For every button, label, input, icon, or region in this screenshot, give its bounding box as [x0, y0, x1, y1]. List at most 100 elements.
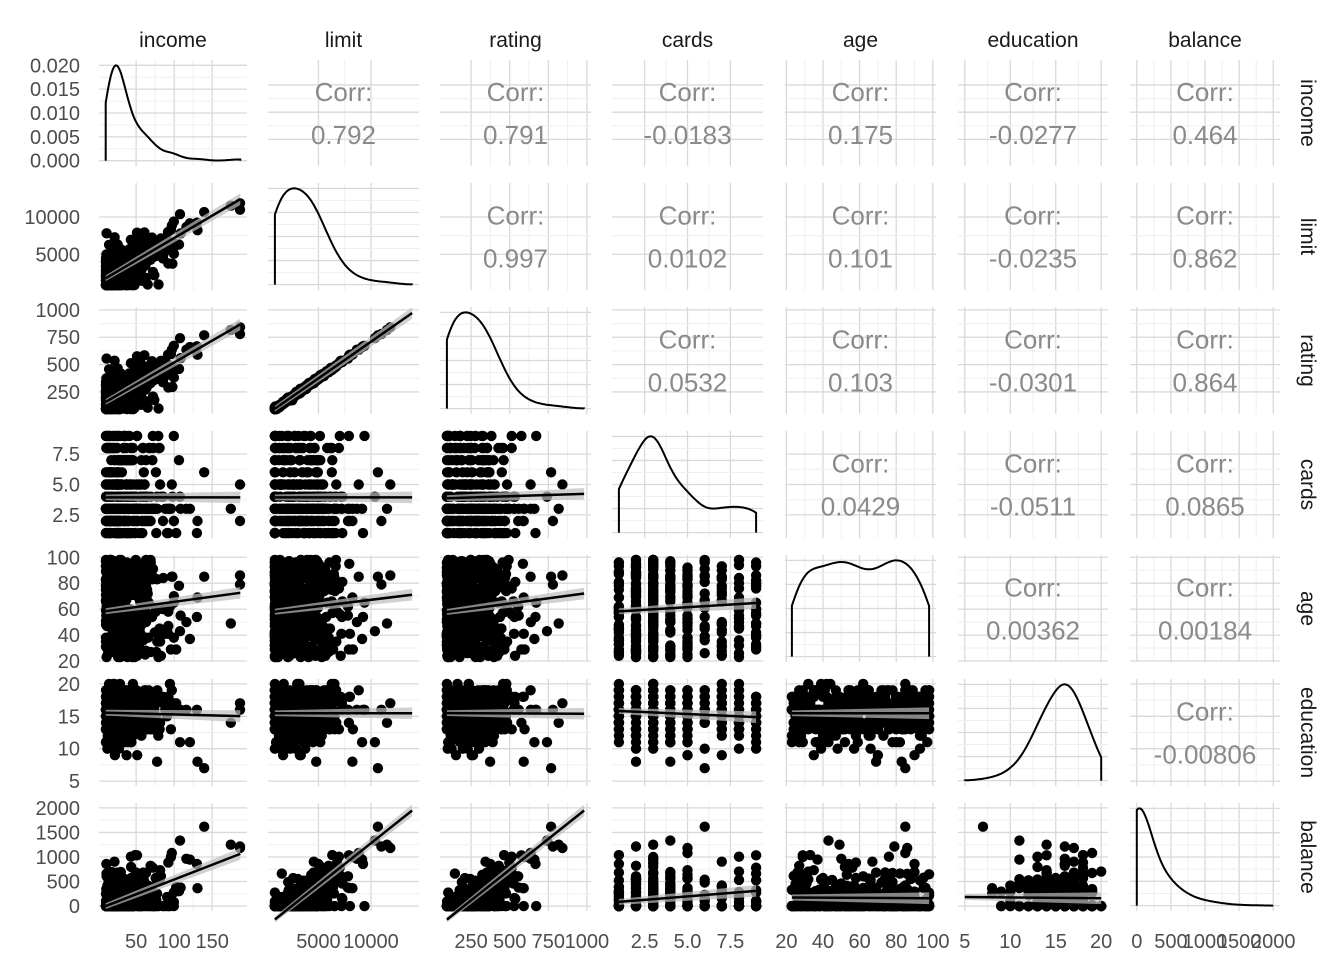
panel-cards-income	[99, 430, 247, 539]
corr-label: Corr:	[1176, 449, 1234, 479]
data-point	[541, 626, 553, 637]
regression-line	[274, 311, 413, 410]
data-point	[297, 442, 309, 454]
data-point	[298, 648, 309, 659]
data-point	[100, 596, 112, 607]
data-point	[147, 609, 158, 620]
data-point	[150, 467, 162, 478]
data-point	[501, 561, 512, 572]
data-point	[312, 455, 323, 466]
data-point	[442, 620, 454, 632]
data-point	[288, 503, 299, 514]
panel-income-cards: Corr:-0.0183	[612, 60, 763, 166]
data-point	[750, 561, 762, 572]
data-point	[269, 631, 281, 642]
data-point	[112, 247, 123, 259]
data-point	[516, 430, 527, 442]
data-point	[344, 558, 355, 569]
panel-income-education: Corr:-0.0277	[958, 60, 1108, 166]
data-point	[103, 239, 115, 250]
corr-value: 0.00184	[1158, 616, 1252, 646]
density-curve-limit	[273, 187, 414, 286]
corr-value: -0.0301	[989, 368, 1077, 398]
data-point	[181, 503, 192, 514]
data-point	[465, 623, 476, 634]
data-point	[376, 515, 387, 527]
data-point	[699, 635, 710, 646]
data-point	[284, 467, 296, 478]
data-point	[270, 467, 281, 478]
panel-income-rating: Corr:0.791	[440, 60, 591, 166]
data-point	[483, 503, 494, 514]
data-point	[699, 648, 710, 659]
panel-rating-education: Corr: -0.0301	[958, 307, 1108, 414]
data-point	[682, 651, 693, 663]
data-point	[347, 515, 358, 527]
data-point	[100, 724, 112, 735]
data-point	[441, 631, 453, 642]
data-point	[136, 455, 147, 466]
data-point	[441, 594, 453, 606]
data-point	[333, 442, 345, 454]
data-point	[151, 756, 163, 767]
data-point	[648, 596, 659, 607]
corr-value: 0.862	[1172, 244, 1237, 274]
data-point	[269, 527, 281, 539]
panel-limit-balance: Corr:0.862	[1130, 183, 1280, 290]
data-point	[101, 228, 112, 239]
data-point	[165, 348, 177, 360]
data-point	[191, 611, 203, 623]
data-point	[104, 554, 115, 566]
data-point	[665, 557, 676, 568]
data-point	[154, 479, 166, 490]
density-curve-rating	[445, 311, 586, 410]
data-point	[142, 279, 153, 290]
data-point	[164, 678, 176, 690]
data-point	[525, 616, 536, 628]
data-point	[137, 260, 148, 271]
data-point	[314, 430, 326, 442]
data-point	[173, 580, 185, 591]
panel-limit-limit	[268, 183, 419, 290]
data-point	[454, 527, 465, 539]
data-point	[447, 479, 458, 490]
data-point	[501, 479, 513, 490]
data-point	[682, 568, 693, 580]
corr-label: Corr:	[1004, 325, 1062, 355]
data-point	[630, 583, 642, 594]
data-point	[100, 515, 112, 527]
corr-value: 0.0865	[1165, 492, 1245, 522]
data-point	[127, 678, 139, 690]
data-point	[165, 224, 177, 235]
data-point	[131, 351, 143, 362]
corr-label: Corr:	[1176, 573, 1234, 603]
data-point	[311, 467, 323, 478]
data-point	[199, 571, 210, 582]
data-point	[125, 583, 137, 594]
data-point	[506, 430, 517, 442]
panel-cards-limit	[268, 430, 419, 539]
data-point	[109, 232, 120, 243]
data-point	[163, 691, 174, 702]
data-point	[137, 384, 148, 395]
data-point	[333, 583, 345, 594]
panel-age-cards	[612, 554, 763, 663]
data-point	[315, 527, 326, 539]
data-point	[750, 632, 762, 643]
data-point	[613, 623, 625, 634]
data-point	[648, 641, 659, 652]
data-point	[484, 574, 495, 585]
data-point	[454, 584, 465, 595]
data-point	[518, 515, 529, 527]
panel-age-limit	[268, 554, 419, 663]
data-point	[312, 515, 323, 527]
panel-education-limit	[268, 678, 419, 786]
data-point	[470, 648, 481, 659]
data-point	[181, 616, 192, 628]
data-point	[381, 618, 393, 629]
panel-age-age	[785, 555, 936, 662]
data-point	[483, 515, 494, 527]
data-point	[385, 479, 396, 490]
data-point	[163, 503, 174, 514]
data-point	[630, 631, 642, 642]
